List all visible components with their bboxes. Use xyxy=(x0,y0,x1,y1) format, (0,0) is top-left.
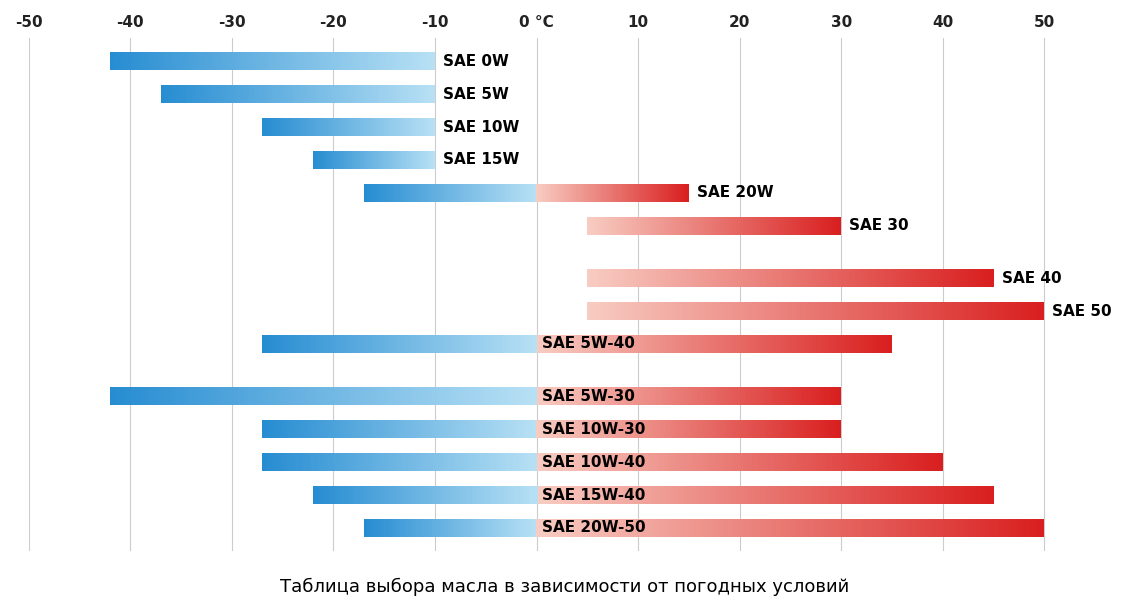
Text: SAE 20W: SAE 20W xyxy=(697,185,773,200)
Text: SAE 5W-30: SAE 5W-30 xyxy=(542,389,634,404)
Text: Таблица выбора масла в зависимости от погодных условий: Таблица выбора масла в зависимости от по… xyxy=(280,578,849,596)
Text: SAE 15W-40: SAE 15W-40 xyxy=(542,488,645,503)
Text: SAE 30: SAE 30 xyxy=(849,218,909,233)
Text: SAE 40: SAE 40 xyxy=(1001,271,1061,286)
Text: SAE 20W-50: SAE 20W-50 xyxy=(542,520,646,535)
Text: SAE 5W-40: SAE 5W-40 xyxy=(542,337,634,352)
Text: SAE 5W: SAE 5W xyxy=(444,87,509,102)
Text: SAE 50: SAE 50 xyxy=(1052,303,1112,318)
Text: SAE 10W-30: SAE 10W-30 xyxy=(542,422,645,437)
Text: SAE 0W: SAE 0W xyxy=(444,54,509,69)
Text: SAE 10W-40: SAE 10W-40 xyxy=(542,455,645,470)
Text: SAE 15W: SAE 15W xyxy=(444,152,519,167)
Text: SAE 10W: SAE 10W xyxy=(444,120,519,134)
